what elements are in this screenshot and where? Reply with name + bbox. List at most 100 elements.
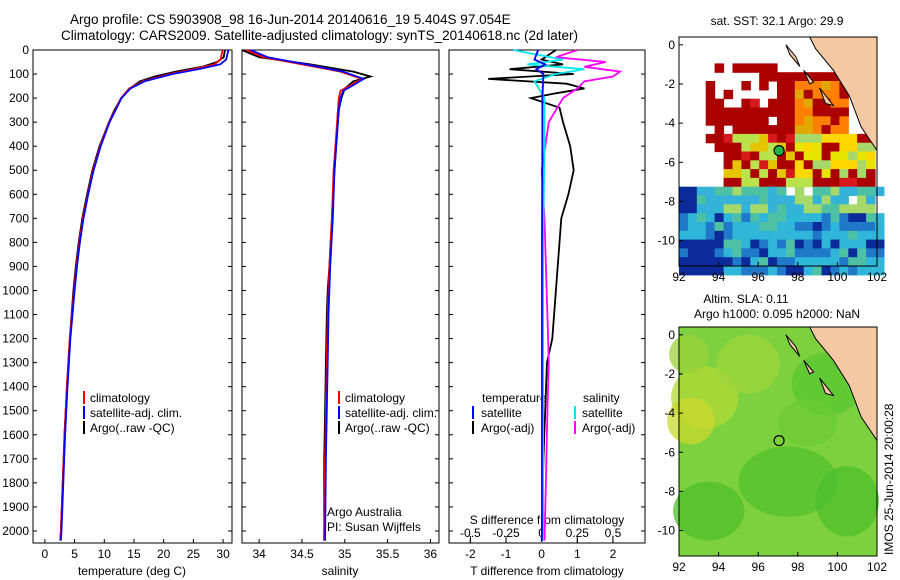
sla-anomaly bbox=[667, 397, 715, 445]
sst-cell bbox=[785, 177, 796, 188]
sst-cell bbox=[777, 116, 787, 126]
temperature-xlabel: temperature (deg C) bbox=[78, 564, 186, 578]
sst-cell bbox=[777, 204, 787, 214]
sst-cell bbox=[821, 89, 832, 100]
sst-cell bbox=[821, 230, 832, 241]
sst-cell bbox=[785, 81, 796, 91]
sst-cell bbox=[759, 133, 769, 144]
sst-cell bbox=[803, 266, 814, 276]
sst-cell bbox=[839, 204, 849, 214]
sst-cell bbox=[723, 177, 734, 188]
sst-cell bbox=[794, 239, 805, 249]
depth-tick-label: 900 bbox=[9, 259, 29, 273]
sst-cell bbox=[821, 133, 832, 144]
sst-cell bbox=[830, 142, 840, 153]
sst-cell bbox=[794, 72, 805, 82]
sst-cell bbox=[857, 186, 867, 197]
sst-cell bbox=[839, 89, 849, 100]
sst-cell bbox=[759, 125, 769, 135]
sst-cell bbox=[741, 186, 751, 197]
sst-cell bbox=[785, 116, 796, 126]
sst-cell bbox=[857, 266, 867, 276]
sst-cell bbox=[741, 125, 751, 135]
sst-cell bbox=[723, 239, 734, 249]
difference-xlabel: T difference from climatology bbox=[470, 564, 624, 578]
salinity-xtick-label: 36 bbox=[424, 547, 438, 561]
sst-cell bbox=[777, 186, 787, 197]
sst-cell bbox=[732, 160, 742, 170]
sst-cell bbox=[777, 230, 787, 241]
sst-cell bbox=[741, 63, 751, 73]
sst-cell bbox=[723, 89, 734, 100]
sst-cell bbox=[750, 230, 760, 241]
legend-label-s-argo: Argo(-adj) bbox=[582, 421, 635, 435]
sst-cell bbox=[785, 257, 796, 267]
sst-cell bbox=[830, 133, 840, 144]
sst-cell bbox=[830, 266, 840, 276]
sst-cell bbox=[750, 204, 760, 214]
sst-cell bbox=[875, 213, 885, 223]
sst-cell bbox=[750, 186, 760, 197]
salinity-series-satellite-adj-clim bbox=[250, 49, 366, 541]
sst-cell bbox=[705, 107, 716, 117]
depth-tick-label: 800 bbox=[9, 235, 29, 249]
map-ytick-label: -2 bbox=[664, 367, 675, 381]
sst-cell bbox=[839, 133, 849, 144]
map-ytick-label: -10 bbox=[658, 524, 676, 538]
sst-cell bbox=[696, 186, 707, 197]
sst-cell bbox=[812, 239, 823, 249]
sst-cell bbox=[750, 63, 760, 73]
depth-tick-label: 1300 bbox=[2, 356, 29, 370]
sst-cell bbox=[750, 98, 760, 109]
sst-cell bbox=[857, 222, 867, 232]
sst-cell bbox=[830, 107, 840, 117]
sst-cell bbox=[679, 186, 689, 197]
sst-cell bbox=[768, 257, 778, 267]
sst-cell bbox=[875, 266, 885, 276]
sst-cell bbox=[768, 248, 778, 258]
sst-cell bbox=[875, 186, 885, 197]
map-xtick-label: 92 bbox=[672, 560, 686, 574]
sst-cell bbox=[875, 222, 885, 232]
sst-cell bbox=[785, 230, 796, 241]
sst-cell bbox=[759, 72, 769, 82]
legend-title-temperature: temperature bbox=[482, 391, 547, 405]
sst-cell bbox=[785, 72, 796, 82]
sst-cell bbox=[848, 142, 858, 153]
sst-cell bbox=[848, 266, 858, 276]
difference-xtick-label: 1 bbox=[574, 547, 581, 561]
sst-cell bbox=[875, 230, 885, 241]
map-ytick-label: 0 bbox=[668, 38, 675, 52]
land-island bbox=[785, 334, 801, 357]
sst-cell bbox=[723, 133, 734, 144]
sst-cell bbox=[723, 142, 734, 153]
salinity-legend: climatology satellite-adj. clim. Argo(..… bbox=[338, 391, 437, 435]
sst-cell bbox=[785, 133, 796, 144]
sst-cell bbox=[866, 230, 876, 241]
sst-cell bbox=[794, 133, 805, 144]
sst-cell bbox=[741, 213, 751, 223]
sst-cell bbox=[812, 107, 823, 117]
sst-cell bbox=[732, 151, 742, 161]
sst-cell bbox=[723, 116, 734, 126]
sst-cell bbox=[785, 222, 796, 232]
sst-cell bbox=[866, 257, 876, 267]
float-location-marker bbox=[773, 144, 785, 157]
salinity-xtick-label: 34.5 bbox=[290, 547, 314, 561]
sst-cell bbox=[777, 151, 787, 161]
sst-cell bbox=[866, 213, 876, 223]
sst-cell bbox=[759, 107, 769, 117]
sst-cell bbox=[732, 63, 742, 73]
title-line-2: Climatology: CARS2009. Satellite-adjuste… bbox=[61, 28, 579, 43]
sst-cell bbox=[768, 195, 778, 205]
sst-cell bbox=[794, 81, 805, 91]
sst-cell bbox=[777, 213, 787, 223]
sst-cell bbox=[839, 142, 849, 153]
sst-cell bbox=[714, 125, 725, 135]
sst-cell bbox=[812, 177, 823, 188]
sst-cell bbox=[759, 169, 769, 179]
sst-cell bbox=[750, 169, 760, 179]
salinity-xtick-label: 34 bbox=[252, 547, 266, 561]
temperature-xtick-label: 20 bbox=[157, 547, 171, 561]
sst-cell bbox=[821, 116, 832, 126]
